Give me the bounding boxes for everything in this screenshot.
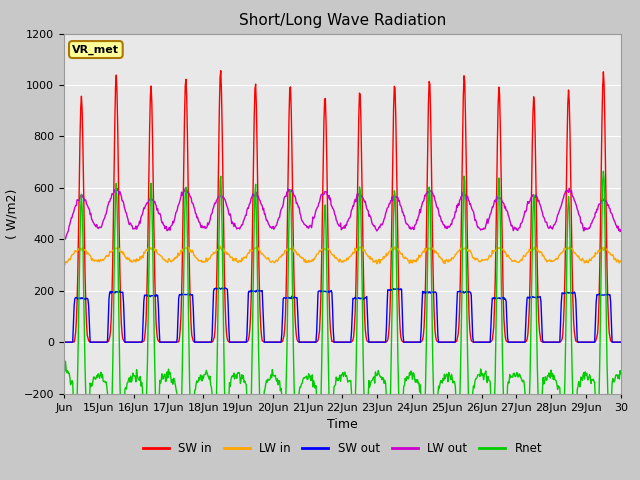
LW in [216, 243, 224, 249]
LW out [431, 197, 439, 203]
LW out [617, 227, 625, 232]
SW in [125, 339, 133, 345]
LW out [125, 222, 133, 228]
SW out [401, 339, 408, 345]
LW in [229, 258, 237, 264]
SW out [215, 285, 223, 290]
SW in [432, 334, 440, 340]
Line: LW in: LW in [64, 246, 621, 265]
Rnet [401, 383, 408, 388]
LW in [257, 249, 264, 255]
Y-axis label: ( W/m2): ( W/m2) [5, 189, 18, 239]
Title: Short/Long Wave Radiation: Short/Long Wave Radiation [239, 13, 446, 28]
Rnet [228, 373, 236, 379]
LW out [400, 213, 408, 218]
SW in [617, 339, 625, 345]
Text: VR_met: VR_met [72, 44, 119, 55]
LW in [60, 259, 68, 265]
LW out [228, 221, 236, 227]
Rnet [277, 385, 285, 391]
SW out [432, 289, 440, 295]
LW out [276, 209, 284, 215]
X-axis label: Time: Time [327, 418, 358, 431]
LW out [255, 197, 263, 203]
LW out [565, 185, 573, 191]
LW in [126, 258, 134, 264]
Rnet [617, 371, 625, 377]
SW in [217, 68, 225, 73]
LW in [61, 262, 68, 268]
Rnet [256, 412, 264, 418]
LW in [433, 251, 440, 256]
SW in [256, 307, 264, 312]
SW in [277, 339, 285, 345]
Line: SW in: SW in [64, 71, 621, 342]
LW out [60, 237, 68, 243]
Rnet [60, 359, 68, 365]
SW out [277, 339, 285, 345]
LW in [617, 258, 625, 264]
Line: Rnet: Rnet [64, 171, 621, 443]
Line: SW out: SW out [64, 288, 621, 342]
SW in [228, 339, 236, 345]
Line: LW out: LW out [64, 188, 621, 240]
LW in [278, 252, 285, 257]
SW out [125, 339, 133, 345]
LW in [401, 254, 409, 260]
SW out [228, 339, 236, 345]
SW out [60, 339, 68, 345]
SW in [401, 339, 408, 345]
Legend: SW in, LW in, SW out, LW out, Rnet: SW in, LW in, SW out, LW out, Rnet [138, 437, 547, 460]
Rnet [432, 435, 440, 441]
SW out [617, 339, 625, 345]
SW out [256, 288, 264, 294]
Rnet [126, 379, 134, 385]
Rnet [119, 440, 127, 446]
SW in [60, 339, 68, 345]
Rnet [600, 168, 607, 174]
